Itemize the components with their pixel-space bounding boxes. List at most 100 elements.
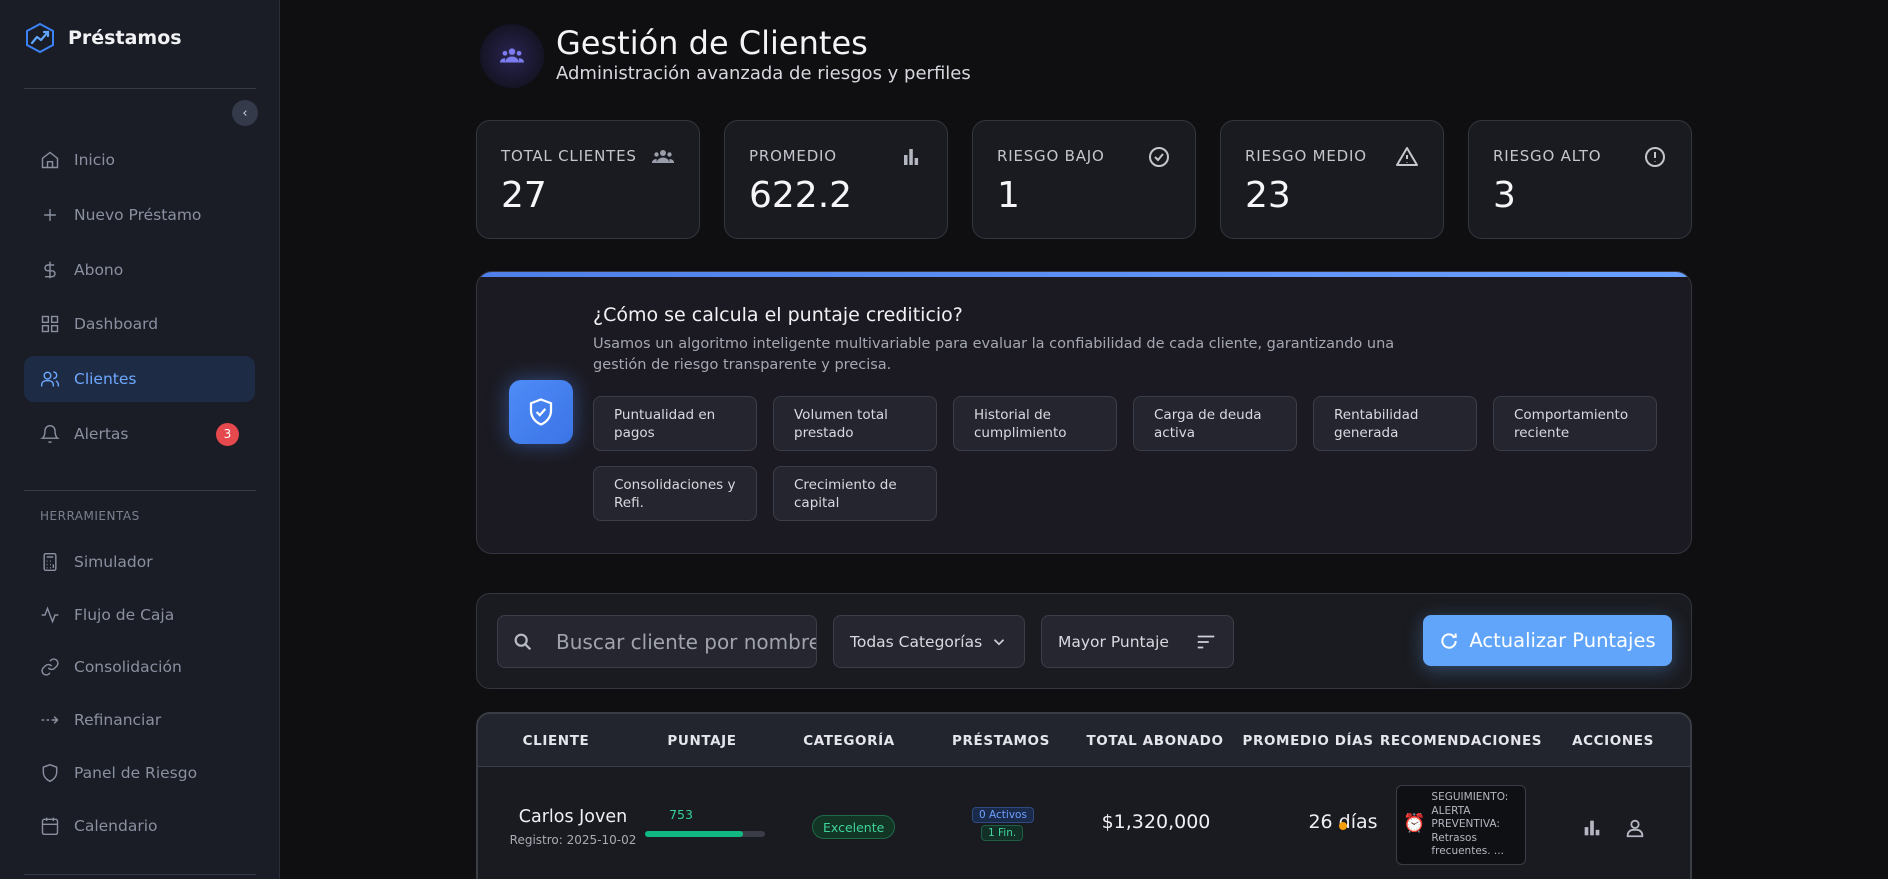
sidebar-item-label: Refinanciar bbox=[74, 711, 162, 729]
column-header[interactable]: PRÉSTAMOS bbox=[952, 733, 1050, 749]
column-header[interactable]: TOTAL ABONADO bbox=[1086, 733, 1224, 749]
chevron-left-icon: ‹ bbox=[242, 105, 248, 121]
sidebar-item-label: Simulador bbox=[74, 553, 153, 571]
sidebar-item-refinanciar[interactable]: Refinanciar bbox=[24, 697, 255, 743]
page-title: Gestión de Clientes bbox=[556, 24, 868, 62]
filter-bar: Todas Categorías Mayor Puntaje Actualiza… bbox=[476, 593, 1692, 689]
chevron-down-icon bbox=[993, 638, 1005, 645]
activity-icon bbox=[41, 606, 59, 624]
page-subtitle: Administración avanzada de riesgos y per… bbox=[556, 63, 971, 84]
shield-badge bbox=[509, 380, 573, 444]
category-select-value: Todas Categorías bbox=[850, 632, 983, 651]
stat-card-total-clientes: TOTAL CLIENTES 27 bbox=[476, 120, 700, 239]
search-icon bbox=[514, 633, 532, 650]
column-header[interactable]: PUNTAJE bbox=[667, 733, 737, 749]
sidebar-item-label: Dashboard bbox=[74, 315, 159, 333]
profile-action-icon[interactable] bbox=[1624, 817, 1646, 839]
sidebar-item-label: Calendario bbox=[74, 817, 158, 835]
sidebar-item-flujo-de-caja[interactable]: Flujo de Caja bbox=[24, 592, 255, 638]
group-icon bbox=[652, 150, 674, 163]
column-header[interactable]: RECOMENDACIONES bbox=[1379, 733, 1543, 749]
sidebar-item-alertas[interactable]: Alertas 3 bbox=[24, 411, 255, 457]
client-registration-date: Registro: 2025-10-02 bbox=[509, 833, 637, 847]
header-icon-badge bbox=[480, 24, 544, 88]
status-dot bbox=[1339, 822, 1347, 830]
calendar-icon bbox=[41, 817, 59, 836]
sidebar-item-abono[interactable]: Abono bbox=[24, 247, 255, 293]
sidebar-item-nuevo-prestamo[interactable]: Nuevo Préstamo bbox=[24, 192, 255, 238]
clients-table: CLIENTE PUNTAJE CATEGORÍA PRÉSTAMOS TOTA… bbox=[476, 712, 1692, 879]
users-icon bbox=[40, 371, 60, 387]
score-value: 753 bbox=[669, 807, 693, 822]
sidebar-item-consolidacion[interactable]: Consolidación bbox=[24, 644, 255, 690]
brand[interactable]: Préstamos bbox=[24, 22, 182, 54]
home-icon bbox=[41, 151, 59, 169]
factor-chip: Crecimiento de capital bbox=[773, 466, 937, 521]
recommendation-box[interactable]: ⏰ SEGUIMIENTO: ALERTA PREVENTIVA: Retras… bbox=[1396, 785, 1526, 865]
stat-value: 622.2 bbox=[749, 175, 853, 216]
stat-label: PROMEDIO bbox=[749, 147, 837, 165]
shield-icon bbox=[42, 763, 58, 783]
sort-icon bbox=[1197, 635, 1215, 648]
plus-icon bbox=[44, 209, 56, 221]
stat-card-riesgo-alto: RIESGO ALTO 3 bbox=[1468, 120, 1692, 239]
group-icon bbox=[500, 48, 524, 63]
total-paid: $1,320,000 bbox=[1101, 811, 1211, 833]
sidebar-item-inicio[interactable]: Inicio bbox=[24, 137, 255, 183]
tools-section-title: HERRAMIENTAS bbox=[40, 509, 140, 523]
trend-logo-icon bbox=[26, 22, 54, 54]
stat-card-riesgo-medio: RIESGO MEDIO 23 bbox=[1220, 120, 1444, 239]
column-header[interactable]: PROMEDIO DÍAS bbox=[1242, 733, 1374, 749]
link-icon bbox=[41, 658, 59, 676]
alarm-clock-icon: ⏰ bbox=[1403, 813, 1426, 834]
column-header[interactable]: CATEGORÍA bbox=[803, 733, 895, 749]
shield-check-icon bbox=[529, 398, 553, 426]
active-loans-badge: 0 Activos bbox=[972, 807, 1034, 823]
category-badge: Excelente bbox=[812, 815, 896, 839]
column-header[interactable]: ACCIONES bbox=[1572, 733, 1654, 749]
info-description: Usamos un algoritmo inteligente multivar… bbox=[593, 336, 1395, 373]
stat-value: 27 bbox=[501, 175, 547, 216]
factor-chip: Historial de cumplimiento bbox=[953, 396, 1117, 451]
search-box[interactable] bbox=[497, 615, 817, 668]
sidebar: Préstamos ‹ Inicio Nuevo Préstamo Abono … bbox=[0, 0, 280, 879]
sidebar-item-calendario[interactable]: Calendario bbox=[24, 803, 255, 849]
alert-circle-icon bbox=[1645, 147, 1665, 167]
score-bar-fill bbox=[645, 831, 744, 837]
stat-value: 23 bbox=[1245, 175, 1291, 216]
accent-bar bbox=[477, 272, 1691, 277]
sidebar-item-panel-de-riesgo[interactable]: Panel de Riesgo bbox=[24, 750, 255, 796]
category-select[interactable]: Todas Categorías bbox=[833, 615, 1025, 668]
divider bbox=[24, 874, 256, 875]
sort-select-value: Mayor Puntaje bbox=[1058, 632, 1169, 651]
sidebar-item-label: Panel de Riesgo bbox=[74, 764, 198, 782]
column-header[interactable]: CLIENTE bbox=[522, 733, 590, 749]
sidebar-item-label: Abono bbox=[74, 261, 124, 279]
divider bbox=[24, 490, 256, 491]
check-circle-icon bbox=[1149, 147, 1169, 167]
refresh-scores-button[interactable]: Actualizar Puntajes bbox=[1423, 615, 1672, 666]
stats-action-icon[interactable] bbox=[1581, 817, 1603, 839]
table-header: CLIENTE PUNTAJE CATEGORÍA PRÉSTAMOS TOTA… bbox=[478, 714, 1690, 767]
score-info-panel: ¿Cómo se calcula el puntaje crediticio? … bbox=[476, 271, 1692, 554]
sidebar-item-label: Inicio bbox=[74, 151, 116, 169]
sidebar-item-clientes[interactable]: Clientes bbox=[24, 356, 255, 402]
refresh-icon bbox=[1441, 632, 1458, 649]
refresh-scores-label: Actualizar Puntajes bbox=[1469, 629, 1656, 652]
divider bbox=[24, 88, 256, 89]
sidebar-item-label: Consolidación bbox=[74, 658, 182, 676]
table-row[interactable]: Carlos Joven Registro: 2025-10-02 753 Ex… bbox=[478, 767, 1690, 879]
collapse-sidebar-button[interactable]: ‹ bbox=[232, 100, 258, 126]
factor-chip: Consolidaciones y Refi. bbox=[593, 466, 757, 521]
info-title: ¿Cómo se calcula el puntaje crediticio? bbox=[593, 304, 963, 326]
grid-icon bbox=[41, 315, 59, 333]
alert-count-badge: 3 bbox=[216, 422, 239, 446]
finished-loans-badge: 1 Fin. bbox=[981, 825, 1024, 841]
stat-card-riesgo-bajo: RIESGO BAJO 1 bbox=[972, 120, 1196, 239]
sort-select[interactable]: Mayor Puntaje bbox=[1041, 615, 1234, 668]
dollar-icon bbox=[44, 261, 56, 279]
sidebar-item-dashboard[interactable]: Dashboard bbox=[24, 301, 255, 347]
search-input[interactable] bbox=[556, 629, 816, 654]
sidebar-item-label: Nuevo Préstamo bbox=[74, 206, 202, 224]
sidebar-item-simulador[interactable]: Simulador bbox=[24, 539, 255, 585]
